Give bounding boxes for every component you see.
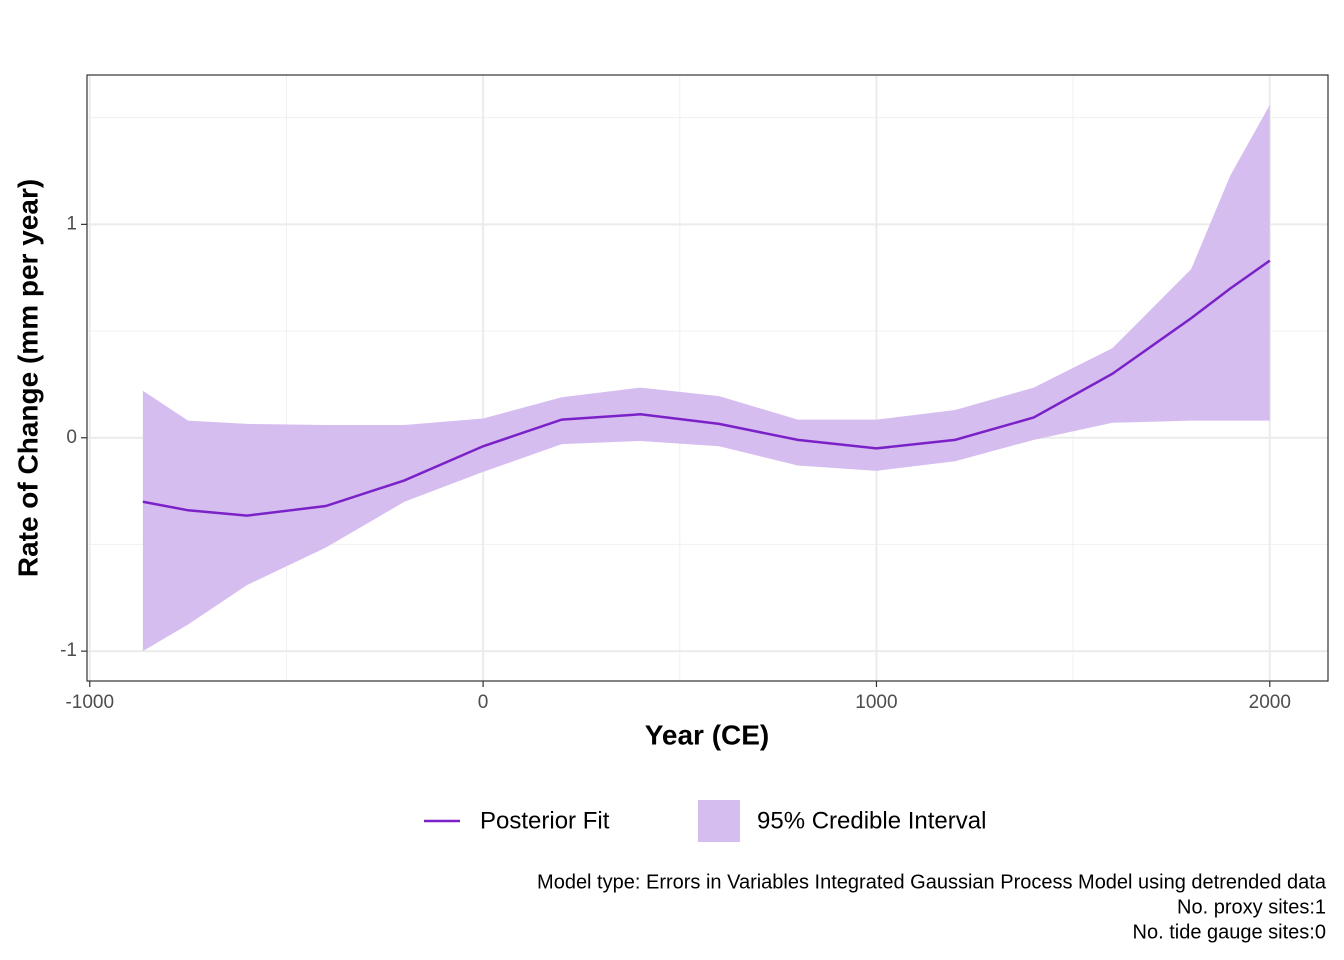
y-tick-label: 1 [66,213,77,234]
x-tick-label: 2000 [1249,692,1291,713]
caption: No. tide gauge sites:0 [1133,921,1326,943]
caption: Model type: Errors in Variables Integrat… [537,871,1327,893]
y-axis-title: Rate of Change (mm per year) [12,179,43,577]
y-tick-label: 0 [66,427,77,448]
panel-border [86,74,1329,682]
legend-key [698,800,740,842]
x-tick-label: -1000 [65,692,114,713]
x-axis-title: Year (CE) [645,719,770,750]
x-tick-label: 0 [478,692,489,713]
y-tick-label: -1 [60,640,77,661]
x-tick-label: 1000 [855,692,897,713]
caption: No. proxy sites:1 [1177,896,1326,918]
fit-line [142,259,1271,517]
legend-label: 95% Credible Interval [757,807,986,834]
legend-label: Posterior Fit [480,807,610,834]
